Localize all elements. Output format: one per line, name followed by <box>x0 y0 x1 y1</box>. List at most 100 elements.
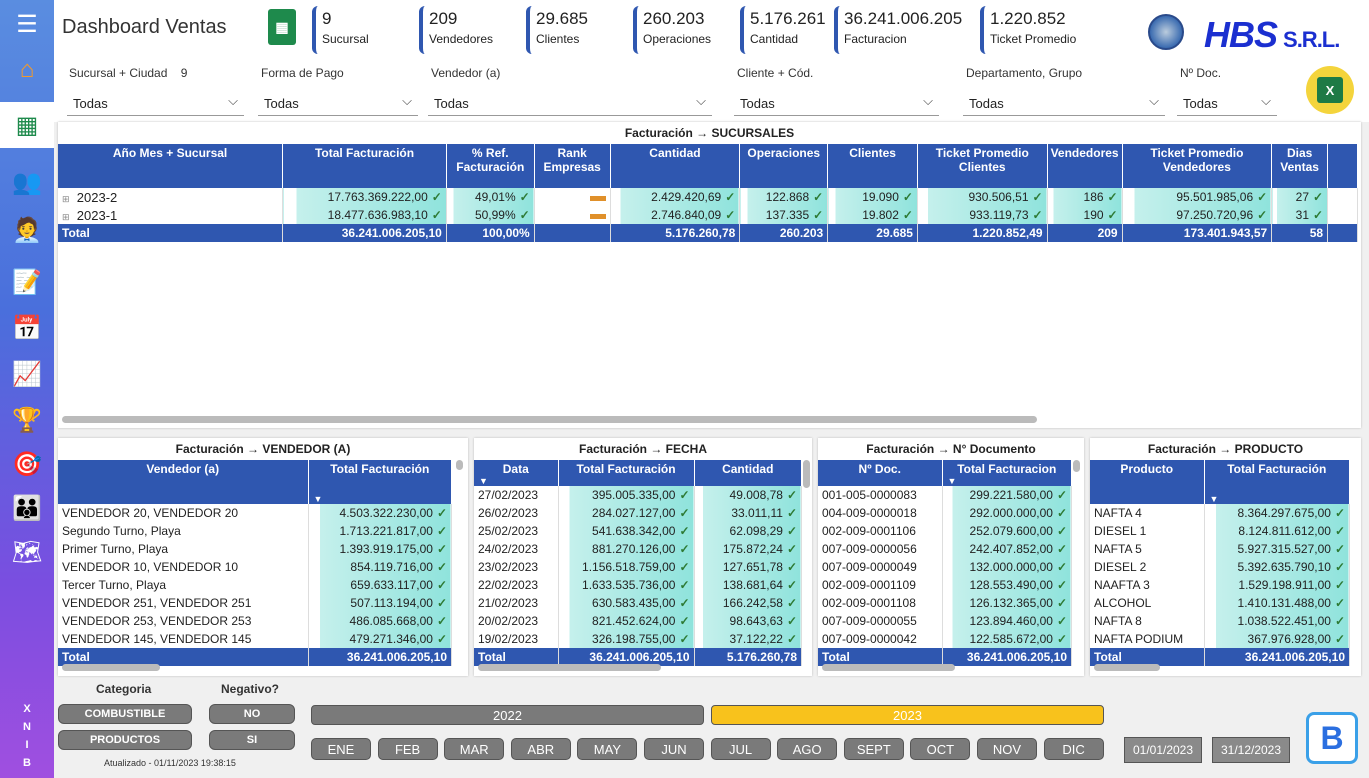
month-button-may[interactable]: MAY <box>577 738 638 760</box>
table-row[interactable]: DIESEL 1 8.124.811.612,00 ✓ <box>1090 522 1350 540</box>
col-header[interactable]: Total Facturación ▼ <box>1204 460 1350 504</box>
col-header[interactable]: Cantidad <box>610 144 741 188</box>
col-header[interactable]: Clientes <box>827 144 918 188</box>
col-header[interactable]: Total Facturación ▼ <box>308 460 452 504</box>
table-row[interactable]: 007-009-0000055 123.894.460,00 ✓ <box>818 612 1072 630</box>
date-to[interactable]: 31/12/2023 <box>1212 737 1290 763</box>
filter-nro-doc[interactable]: Todas ⌵ <box>1177 90 1277 116</box>
table-row[interactable]: ⊞ 2023-2 17.763.369.222,00 ✓ 49,01% ✓ 2.42… <box>58 188 1358 206</box>
month-button-feb[interactable]: FEB <box>377 738 438 760</box>
col-header[interactable]: Total Facturación <box>282 144 447 188</box>
vertical-scrollbar[interactable] <box>1073 460 1080 472</box>
table-row[interactable]: VENDEDOR 253, VENDEDOR 253 486.085.668,00… <box>58 612 452 630</box>
date-from[interactable]: 01/01/2023 <box>1124 737 1202 763</box>
filter-cliente[interactable]: Todas ⌵ <box>734 90 939 116</box>
negativo-si-button[interactable]: SI <box>209 730 295 750</box>
col-header[interactable]: Vendedor (a) <box>58 460 309 504</box>
month-button-dic[interactable]: DIC <box>1043 738 1104 760</box>
month-button-ago[interactable]: AGO <box>777 738 838 760</box>
filter-sucursal[interactable]: Todas ⌵ <box>67 90 244 116</box>
menu-icon[interactable]: ☰ <box>16 10 38 38</box>
col-header[interactable]: Vendedores <box>1047 144 1123 188</box>
vertical-scrollbar[interactable] <box>456 460 463 470</box>
filter-departamento[interactable]: Todas ⌵ <box>963 90 1165 116</box>
month-button-oct[interactable]: OCT <box>910 738 971 760</box>
categoria-productos-button[interactable]: PRODUCTOS <box>58 730 192 750</box>
seller-icon[interactable]: 🧑‍💼 <box>12 216 42 244</box>
vertical-scrollbar[interactable] <box>803 460 810 488</box>
table-row[interactable]: NAFTA 8 1.038.522.451,00 ✓ <box>1090 612 1350 630</box>
home-icon[interactable]: ⌂ <box>19 56 35 83</box>
filter-forma-pago[interactable]: Todas ⌵ <box>258 90 418 116</box>
col-header[interactable]: Producto <box>1090 460 1205 504</box>
col-header[interactable]: Operaciones <box>739 144 829 188</box>
table-row[interactable]: 21/02/2023 630.583.435,00 ✓ 166.242,58 ✓ <box>474 594 802 612</box>
users-icon[interactable]: 👥 <box>12 168 42 196</box>
table-row[interactable]: 22/02/2023 1.633.535.736,00 ✓ 138.681,64 ✓ <box>474 576 802 594</box>
horizontal-scrollbar[interactable] <box>62 416 1037 423</box>
table-row[interactable]: 25/02/2023 541.638.342,00 ✓ 62.098,29 ✓ <box>474 522 802 540</box>
horizontal-scrollbar[interactable] <box>62 664 160 671</box>
table-row[interactable]: 23/02/2023 1.156.518.759,00 ✓ 127.651,78 ✓ <box>474 558 802 576</box>
month-button-jul[interactable]: JUL <box>710 738 771 760</box>
col-header[interactable]: Nº Doc. <box>818 460 943 486</box>
table-row[interactable]: VENDEDOR 251, VENDEDOR 251 507.113.194,00… <box>58 594 452 612</box>
table-row[interactable]: NAFTA 5 5.927.315.527,00 ✓ <box>1090 540 1350 558</box>
table-row[interactable]: 007-009-0000049 132.000.000,00 ✓ <box>818 558 1072 576</box>
horizontal-scrollbar[interactable] <box>478 664 661 671</box>
col-header[interactable]: Dias Ventas <box>1271 144 1329 188</box>
table-row[interactable]: 001-005-0000083 299.221.580,00 ✓ <box>818 486 1072 504</box>
col-header[interactable]: Año Mes + Sucursal <box>58 144 284 188</box>
negativo-no-button[interactable]: NO <box>209 704 295 724</box>
map-icon[interactable]: 🗺 <box>11 538 43 566</box>
col-header[interactable]: Ticket Promedio Vendedores <box>1122 144 1273 188</box>
target-icon[interactable]: 🎯 <box>12 450 42 478</box>
table-row[interactable]: 002-009-0001106 252.079.600,00 ✓ <box>818 522 1072 540</box>
table-row[interactable]: VENDEDOR 20, VENDEDOR 20 4.503.322.230,00… <box>58 504 452 522</box>
table-row[interactable]: 20/02/2023 821.452.624,00 ✓ 98.643,63 ✓ <box>474 612 802 630</box>
col-header[interactable]: Total Facturación <box>558 460 695 486</box>
year-2022-button[interactable]: 2022 <box>311 705 704 725</box>
horizontal-scrollbar[interactable] <box>822 664 955 671</box>
table-row[interactable]: DIESEL 2 5.392.635.790,10 ✓ <box>1090 558 1350 576</box>
table-row[interactable]: VENDEDOR 10, VENDEDOR 10 854.119.716,00 ✓ <box>58 558 452 576</box>
year-2023-button[interactable]: 2023 <box>711 705 1104 725</box>
month-button-ene[interactable]: ENE <box>311 738 371 760</box>
table-row[interactable]: VENDEDOR 145, VENDEDOR 145 479.271.346,00… <box>58 630 452 648</box>
month-button-jun[interactable]: JUN <box>644 738 704 760</box>
chart-icon[interactable]: 📈 <box>12 360 42 388</box>
col-header[interactable]: Total Facturacion ▼ <box>942 460 1072 486</box>
table-row[interactable]: 24/02/2023 881.270.126,00 ✓ 175.872,24 ✓ <box>474 540 802 558</box>
month-button-abr[interactable]: ABR <box>510 738 571 760</box>
horizontal-scrollbar[interactable] <box>1094 664 1160 671</box>
month-button-sept[interactable]: SEPT <box>843 738 904 760</box>
refresh-icon[interactable] <box>1148 14 1184 50</box>
table-row[interactable]: 002-009-0001108 126.132.365,00 ✓ <box>818 594 1072 612</box>
table-row[interactable]: Tercer Turno, Playa 659.633.117,00 ✓ <box>58 576 452 594</box>
table-row[interactable]: 19/02/2023 326.198.755,00 ✓ 37.122,22 ✓ <box>474 630 802 648</box>
table-row[interactable]: NAFTA 4 8.364.297.675,00 ✓ <box>1090 504 1350 522</box>
col-header[interactable]: Rank Empresas <box>534 144 611 188</box>
table-row[interactable]: ⊞ 2023-1 18.477.636.983,10 ✓ 50,99% ✓ 2.74… <box>58 206 1358 224</box>
table-row[interactable]: 007-009-0000056 242.407.852,00 ✓ <box>818 540 1072 558</box>
document-icon[interactable]: 📝 <box>12 268 42 296</box>
table-row[interactable]: Primer Turno, Playa 1.393.919.175,00 ✓ <box>58 540 452 558</box>
categoria-combustible-button[interactable]: COMBUSTIBLE <box>58 704 192 724</box>
month-button-nov[interactable]: NOV <box>977 738 1037 760</box>
filter-vendedor[interactable]: Todas ⌵ <box>428 90 712 116</box>
table-row[interactable]: ALCOHOL 1.410.131.488,00 ✓ <box>1090 594 1350 612</box>
table-row[interactable]: 004-009-0000018 292.000.000,00 ✓ <box>818 504 1072 522</box>
calendar-icon[interactable]: 📅 <box>12 314 42 342</box>
table-row[interactable]: NAAFTA 3 1.529.198.911,00 ✓ <box>1090 576 1350 594</box>
col-header[interactable]: % Ref. Facturación <box>446 144 535 188</box>
table-row[interactable]: NAFTA PODIUM 367.976.928,00 ✓ <box>1090 630 1350 648</box>
col-header[interactable]: Data ▼ <box>474 460 559 486</box>
table-row[interactable]: 002-009-0001109 128.553.490,00 ✓ <box>818 576 1072 594</box>
table-row[interactable]: 27/02/2023 395.005.335,00 ✓ 49.008,78 ✓ <box>474 486 802 504</box>
export-excel-button[interactable]: X <box>1306 66 1354 114</box>
col-header[interactable]: Ticket Promedio Clientes <box>917 144 1048 188</box>
spreadsheet-icon[interactable]: ▦ <box>0 102 54 148</box>
table-row[interactable]: Segundo Turno, Playa 1.713.221.817,00 ✓ <box>58 522 452 540</box>
col-header[interactable]: Cantidad <box>694 460 802 486</box>
trophy-icon[interactable]: 🏆 <box>12 406 42 434</box>
